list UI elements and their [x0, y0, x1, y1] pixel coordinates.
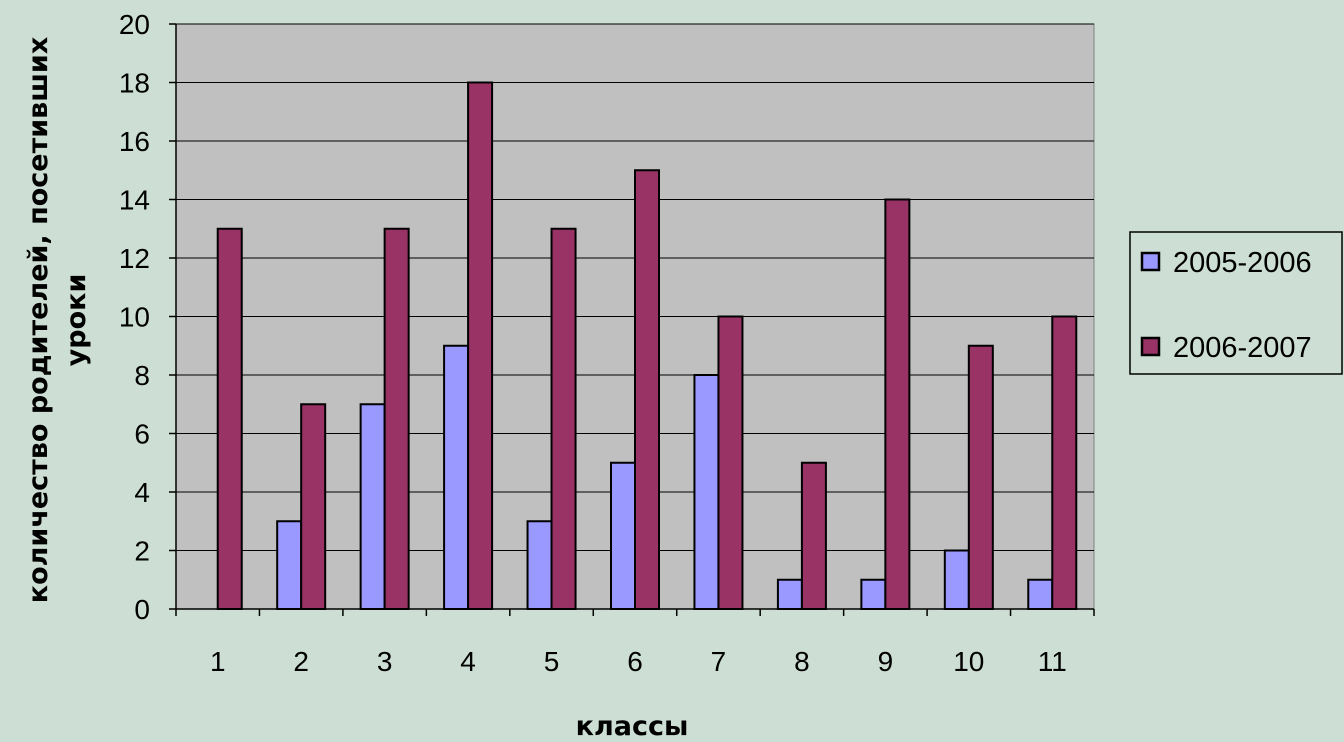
- x-tick-label: 3: [377, 646, 393, 677]
- legend-label-2005-2006: 2005-2006: [1173, 247, 1312, 279]
- legend: 2005-2006 2006-2007: [1129, 231, 1343, 375]
- bar-2005-2006-class-7: [693, 374, 720, 610]
- x-tick-labels: 1 2 3 4 5 6 7 8 9 10 11: [210, 646, 1067, 677]
- x-tick-label: 8: [794, 646, 810, 677]
- legend-swatch-2005-2006: [1140, 251, 1161, 272]
- y-tick-label: 10: [119, 302, 150, 333]
- x-tick-label: 4: [460, 646, 476, 677]
- x-tick-label: 10: [953, 646, 984, 677]
- bar-2006-2007-class-3: [383, 227, 410, 610]
- bar-2005-2006-class-8: [776, 578, 803, 610]
- y-tick-label: 16: [119, 126, 150, 157]
- x-tick-label: 1: [210, 646, 226, 677]
- y-tick-label: 12: [119, 243, 150, 274]
- y-tick-label: 0: [134, 594, 150, 625]
- gridlines: [176, 23, 1094, 551]
- x-tick-label: 5: [544, 646, 560, 677]
- y-axis-title: количество родителей, посетивших уроки: [23, 37, 92, 604]
- x-tick-label: 9: [878, 646, 894, 677]
- svg-text:количество родителей, посетивш: количество родителей, посетивших: [23, 37, 54, 604]
- y-tick-label: 20: [119, 9, 150, 40]
- x-tick-label: 2: [293, 646, 309, 677]
- bar-2006-2007-class-10: [967, 344, 994, 610]
- y-tick-label: 18: [119, 68, 150, 99]
- bar-2006-2007-class-1: [216, 227, 243, 610]
- bar-2006-2007-class-9: [884, 198, 911, 610]
- bar-2005-2006-class-10: [943, 549, 970, 610]
- y-tick-label: 14: [119, 185, 150, 216]
- x-axis-title: классы: [576, 711, 689, 742]
- y-tick-labels: 0 2 4 6 8 10 12 14 16 18 20: [119, 9, 150, 625]
- bar-2006-2007-class-4: [467, 81, 494, 610]
- bar-2005-2006-class-2: [276, 520, 303, 610]
- bar-2005-2006-class-4: [443, 344, 470, 610]
- y-tick-label: 4: [134, 477, 150, 508]
- bar-2005-2006-class-11: [1027, 578, 1054, 610]
- svg-text:уроки: уроки: [61, 274, 92, 367]
- bar-2005-2006-class-3: [359, 403, 386, 610]
- bar-2006-2007-class-2: [300, 403, 327, 610]
- y-tick-label: 2: [134, 536, 150, 567]
- bar-2006-2007-class-8: [800, 461, 827, 610]
- bar-2005-2006-class-6: [610, 461, 636, 610]
- bar-2006-2007-class-6: [634, 169, 660, 610]
- bar-2006-2007-class-7: [717, 315, 744, 610]
- bar-2006-2007-class-11: [1051, 315, 1078, 610]
- legend-swatch-2006-2007: [1140, 336, 1161, 357]
- axes: [169, 23, 1095, 616]
- x-tick-label: 7: [711, 646, 727, 677]
- x-tick-label: 6: [627, 646, 643, 677]
- legend-box: [1129, 231, 1343, 375]
- legend-label-2006-2007: 2006-2007: [1173, 332, 1312, 364]
- bar-2005-2006-class-9: [860, 578, 887, 610]
- bar-2006-2007-class-5: [550, 227, 577, 610]
- y-tick-label: 8: [134, 360, 150, 391]
- x-tick-label: 11: [1038, 646, 1067, 677]
- y-tick-label: 6: [134, 419, 150, 450]
- bar-2005-2006-class-5: [526, 520, 553, 610]
